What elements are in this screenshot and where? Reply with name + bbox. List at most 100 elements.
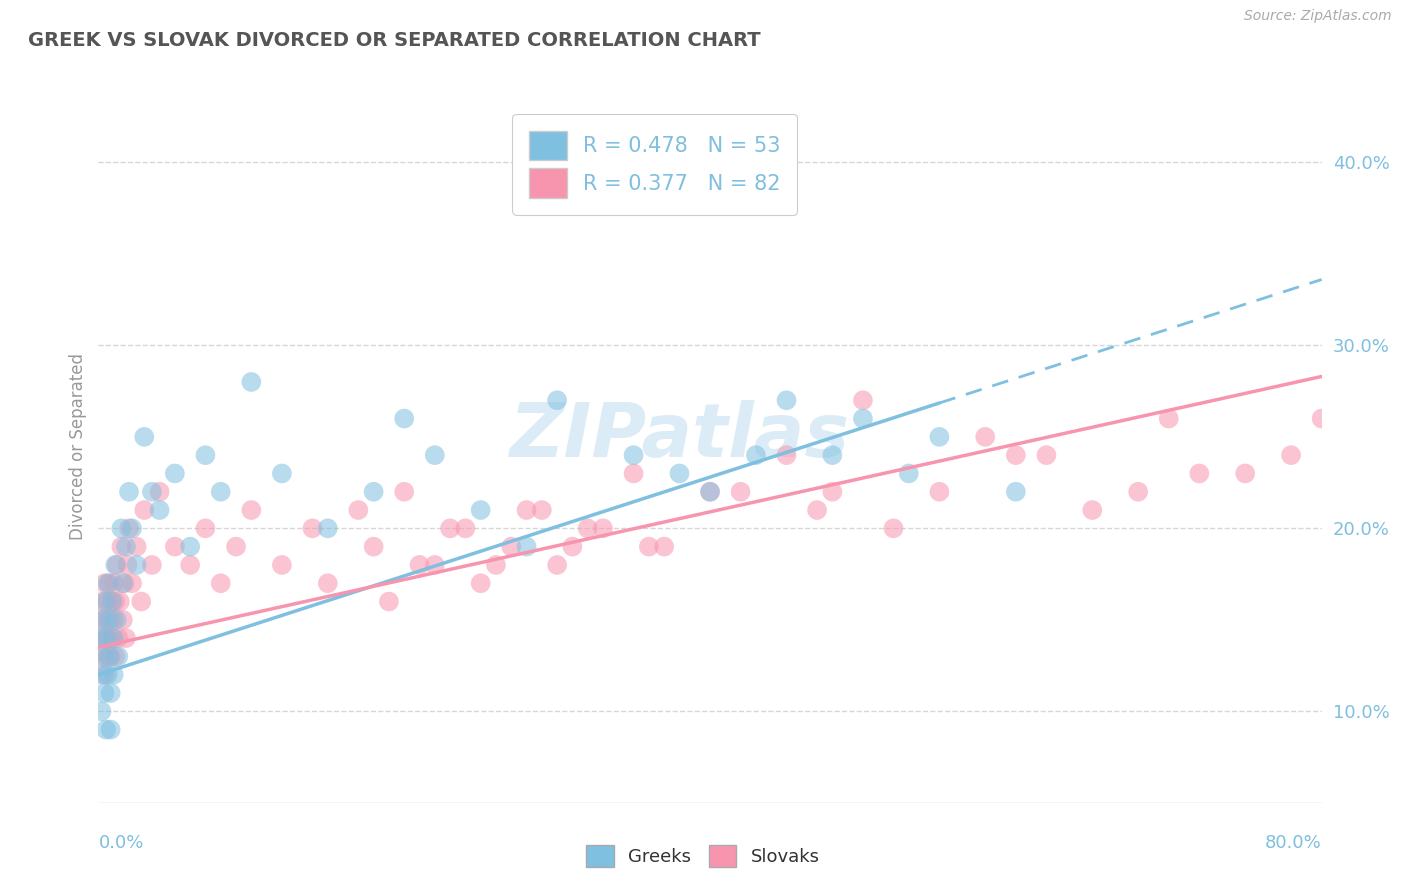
Point	[316, 576, 339, 591]
Point	[270, 558, 294, 572]
Point	[103, 631, 125, 645]
Point	[623, 448, 645, 462]
Point	[179, 540, 201, 554]
Point	[408, 558, 430, 572]
Point	[576, 521, 599, 535]
Point	[347, 503, 370, 517]
Point	[775, 393, 797, 408]
Point	[93, 686, 115, 700]
Point	[105, 558, 128, 572]
Point	[91, 649, 114, 664]
Point	[134, 503, 156, 517]
Point	[423, 448, 446, 462]
Point	[561, 540, 583, 554]
Point	[1128, 484, 1150, 499]
Point	[107, 631, 129, 645]
Point	[134, 430, 156, 444]
Point	[125, 540, 148, 554]
Point	[699, 484, 721, 499]
Point	[91, 594, 114, 608]
Point	[821, 448, 844, 462]
Point	[470, 503, 492, 517]
Point	[103, 576, 125, 591]
Point	[89, 613, 111, 627]
Point	[101, 594, 124, 608]
Point	[111, 576, 134, 591]
Point	[94, 631, 117, 645]
Point	[928, 484, 950, 499]
Point	[112, 576, 135, 591]
Point	[852, 393, 875, 408]
Point	[98, 613, 121, 627]
Point	[149, 484, 172, 499]
Point	[97, 649, 120, 664]
Point	[97, 594, 120, 608]
Point	[94, 613, 117, 627]
Point	[141, 558, 163, 572]
Point	[652, 540, 675, 554]
Point	[121, 576, 143, 591]
Point	[501, 540, 523, 554]
Point	[485, 558, 508, 572]
Point	[363, 484, 385, 499]
Point	[179, 558, 201, 572]
Point	[98, 576, 121, 591]
Legend: Greeks, Slovaks: Greeks, Slovaks	[579, 838, 827, 874]
Point	[1081, 503, 1104, 517]
Point	[668, 467, 690, 481]
Point	[1188, 467, 1211, 481]
Point	[121, 521, 143, 535]
Point	[392, 411, 416, 425]
Point	[592, 521, 614, 535]
Point	[240, 503, 263, 517]
Text: 80.0%: 80.0%	[1265, 834, 1322, 852]
Point	[163, 540, 186, 554]
Point	[101, 631, 124, 645]
Point	[240, 375, 263, 389]
Point	[89, 631, 111, 645]
Point	[110, 540, 132, 554]
Point	[470, 576, 492, 591]
Point	[423, 558, 446, 572]
Point	[209, 484, 232, 499]
Point	[110, 521, 132, 535]
Point	[530, 503, 553, 517]
Point	[104, 649, 127, 664]
Point	[97, 667, 120, 681]
Point	[928, 430, 950, 444]
Point	[117, 558, 139, 572]
Point	[209, 576, 232, 591]
Point	[141, 484, 163, 499]
Y-axis label: Divorced or Separated: Divorced or Separated	[69, 352, 87, 540]
Point	[225, 540, 247, 554]
Point	[118, 521, 141, 535]
Point	[93, 576, 115, 591]
Point	[516, 503, 538, 517]
Text: GREEK VS SLOVAK DIVORCED OR SEPARATED CORRELATION CHART: GREEK VS SLOVAK DIVORCED OR SEPARATED CO…	[28, 31, 761, 50]
Point	[111, 613, 134, 627]
Point	[1004, 448, 1026, 462]
Point	[105, 613, 128, 627]
Point	[392, 484, 416, 499]
Point	[104, 594, 127, 608]
Point	[163, 467, 186, 481]
Point	[316, 521, 339, 535]
Point	[454, 521, 477, 535]
Point	[103, 613, 125, 627]
Point	[93, 594, 115, 608]
Point	[378, 594, 401, 608]
Point	[149, 503, 172, 517]
Point	[546, 558, 568, 572]
Point	[1234, 467, 1257, 481]
Point	[91, 613, 114, 627]
Point	[115, 540, 138, 554]
Point	[516, 540, 538, 554]
Point	[90, 667, 112, 681]
Point	[94, 631, 117, 645]
Point	[638, 540, 661, 554]
Point	[118, 484, 141, 499]
Point	[104, 558, 127, 572]
Point	[194, 521, 217, 535]
Point	[98, 631, 121, 645]
Point	[1157, 411, 1180, 425]
